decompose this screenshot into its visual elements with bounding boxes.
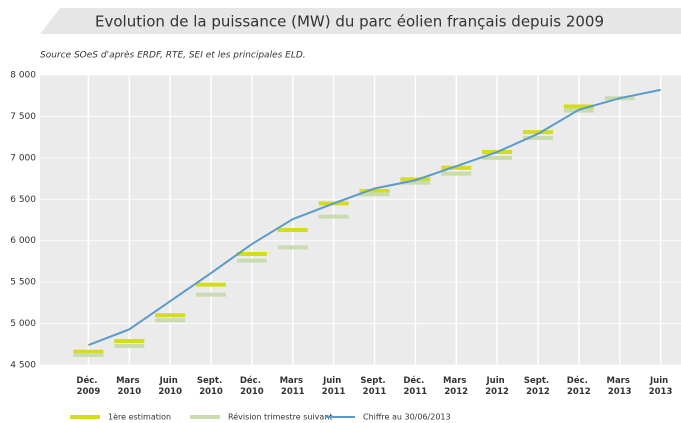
x-tick-label: Juin 2013: [649, 376, 673, 397]
y-tick-label: 5 500: [10, 278, 36, 288]
legend-label: Révision trimestre suivant: [228, 412, 333, 422]
y-tick-label: 8 000: [10, 71, 36, 81]
legend-label: 1ère estimation: [108, 412, 171, 422]
chart-title: Evolution de la puissance (MW) du parc é…: [95, 13, 604, 31]
x-tick-label: Juin 2010: [158, 376, 182, 397]
series-line: [88, 88, 661, 347]
legend-label: Chiffre au 30/06/2013: [363, 413, 451, 422]
x-tick-label: Sept. 2011: [360, 376, 388, 397]
x-tick-label: Déc. 2012: [567, 375, 591, 397]
x-tick-label: Sept. 2010: [197, 376, 225, 397]
x-tick-label: Déc. 2009: [76, 375, 100, 397]
x-tick-label: Mars 2011: [280, 376, 306, 397]
y-tick-label: 6 000: [10, 236, 36, 246]
x-tick-label: Juin 2011: [322, 376, 346, 397]
x-tick-label: Mars 2010: [116, 376, 142, 397]
x-tick-label: Juin 2012: [485, 376, 509, 397]
y-tick-label: 6 500: [10, 195, 36, 205]
y-tick-label: 7 500: [10, 112, 36, 122]
x-tick-label: Mars 2013: [606, 376, 632, 397]
x-tick-label: Sept. 2012: [524, 376, 552, 397]
y-tick-label: 7 000: [10, 153, 36, 163]
title-banner: [40, 8, 681, 34]
x-tick-label: Déc. 2010: [240, 375, 264, 397]
plot-area: [40, 75, 681, 365]
y-tick-label: 4 500: [10, 361, 36, 371]
y-tick-label: 5 000: [10, 319, 36, 329]
chart-subtitle: Source SOeS d'après ERDF, RTE, SEI et le…: [40, 50, 306, 61]
x-tick-label: Mars 2012: [443, 376, 469, 397]
x-tick-label: Déc. 2011: [403, 375, 427, 397]
